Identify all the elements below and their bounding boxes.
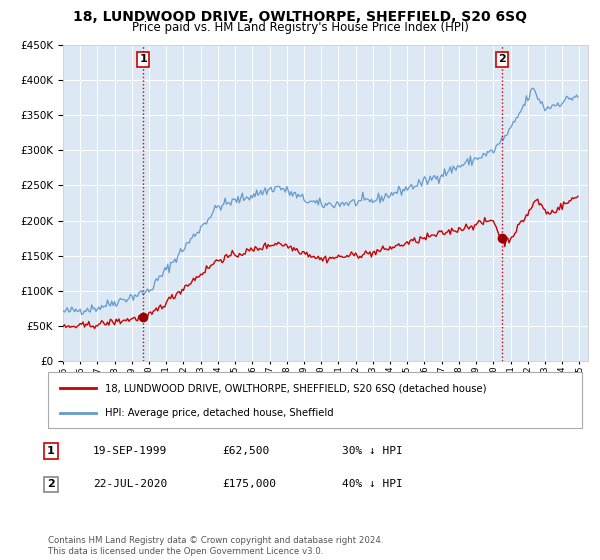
Text: 22-JUL-2020: 22-JUL-2020 <box>93 479 167 489</box>
Text: £62,500: £62,500 <box>222 446 269 456</box>
Text: 19-SEP-1999: 19-SEP-1999 <box>93 446 167 456</box>
Text: 2: 2 <box>498 54 506 64</box>
Text: 30% ↓ HPI: 30% ↓ HPI <box>342 446 403 456</box>
Text: 40% ↓ HPI: 40% ↓ HPI <box>342 479 403 489</box>
Text: Contains HM Land Registry data © Crown copyright and database right 2024.
This d: Contains HM Land Registry data © Crown c… <box>48 536 383 556</box>
Text: 1: 1 <box>139 54 147 64</box>
Text: 2: 2 <box>47 479 55 489</box>
Text: 18, LUNDWOOD DRIVE, OWLTHORPE, SHEFFIELD, S20 6SQ: 18, LUNDWOOD DRIVE, OWLTHORPE, SHEFFIELD… <box>73 10 527 24</box>
Text: Price paid vs. HM Land Registry's House Price Index (HPI): Price paid vs. HM Land Registry's House … <box>131 21 469 34</box>
Text: HPI: Average price, detached house, Sheffield: HPI: Average price, detached house, Shef… <box>105 408 334 418</box>
Text: 1: 1 <box>47 446 55 456</box>
Text: 18, LUNDWOOD DRIVE, OWLTHORPE, SHEFFIELD, S20 6SQ (detached house): 18, LUNDWOOD DRIVE, OWLTHORPE, SHEFFIELD… <box>105 383 487 393</box>
Text: £175,000: £175,000 <box>222 479 276 489</box>
